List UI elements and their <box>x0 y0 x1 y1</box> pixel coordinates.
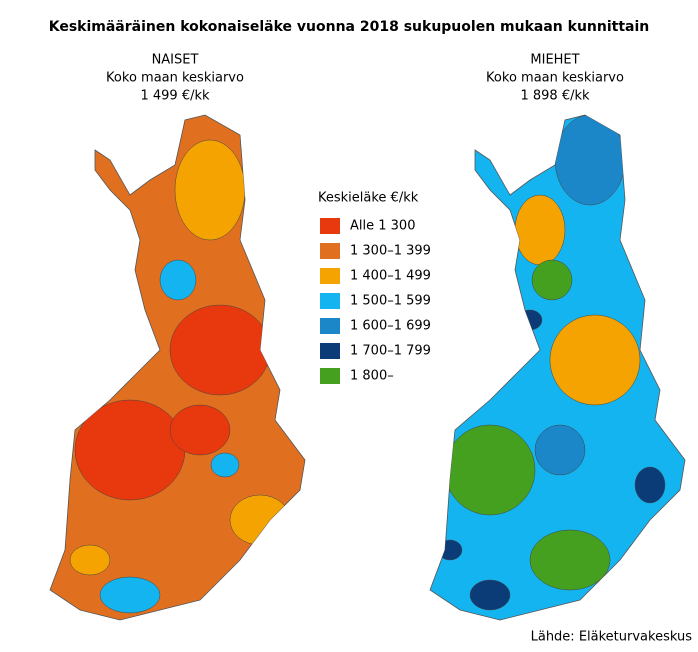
region <box>159 259 197 301</box>
region <box>74 399 186 501</box>
legend-swatch <box>320 293 340 309</box>
legend-title: Keskieläke €/kk <box>318 191 419 206</box>
legend-label: 1 500–1 599 <box>350 294 431 309</box>
legend-label: 1 800– <box>350 369 394 384</box>
region <box>554 115 626 206</box>
legend-swatch <box>320 343 340 359</box>
map-label: NAISET <box>152 53 199 68</box>
region <box>531 259 573 301</box>
legend-label: 1 600–1 699 <box>350 319 431 334</box>
region <box>514 194 566 266</box>
source: Lähde: Eläketurvakeskus <box>531 630 693 645</box>
map-average: 1 499 €/kk <box>140 89 210 104</box>
region <box>229 494 291 546</box>
region <box>99 576 161 614</box>
region <box>469 579 511 611</box>
map-average: 1 898 €/kk <box>520 89 590 104</box>
region <box>210 452 240 478</box>
legend-swatch <box>320 318 340 334</box>
region <box>529 529 611 591</box>
region <box>169 404 231 456</box>
region <box>174 139 246 241</box>
legend-swatch <box>320 368 340 384</box>
legend-swatch <box>320 218 340 234</box>
region <box>444 424 536 516</box>
legend-label: Alle 1 300 <box>350 219 415 234</box>
map-label: MIEHET <box>530 53 579 68</box>
legend-label: 1 400–1 499 <box>350 269 431 284</box>
region <box>634 466 666 504</box>
legend-label: 1 300–1 399 <box>350 244 431 259</box>
legend-label: 1 700–1 799 <box>350 344 431 359</box>
region <box>517 309 543 331</box>
region <box>549 314 641 406</box>
region <box>534 424 586 476</box>
map-subtitle: Koko maan keskiarvo <box>486 71 624 86</box>
map-women <box>49 114 306 621</box>
region <box>437 539 463 561</box>
map-men <box>429 114 686 621</box>
title: Keskimääräinen kokonaiseläke vuonna 2018… <box>49 19 650 35</box>
legend: Keskieläke €/kk Alle 1 300 1 300–1 399 1 4… <box>318 191 431 384</box>
legend-swatch <box>320 268 340 284</box>
map-subtitle: Koko maan keskiarvo <box>106 71 244 86</box>
legend-swatch <box>320 243 340 259</box>
region <box>69 544 111 576</box>
region <box>169 304 271 396</box>
